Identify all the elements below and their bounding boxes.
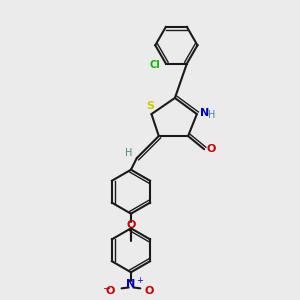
Text: +: + (136, 276, 143, 285)
Text: N: N (126, 279, 136, 289)
Text: N: N (200, 108, 210, 118)
Text: O: O (106, 286, 115, 296)
Text: H: H (125, 148, 132, 158)
Text: Cl: Cl (150, 60, 160, 70)
Text: O: O (145, 286, 154, 296)
Text: O: O (206, 144, 216, 154)
Text: O: O (126, 220, 136, 230)
Text: −: − (103, 284, 112, 294)
Text: S: S (146, 100, 154, 111)
Text: H: H (208, 110, 215, 120)
